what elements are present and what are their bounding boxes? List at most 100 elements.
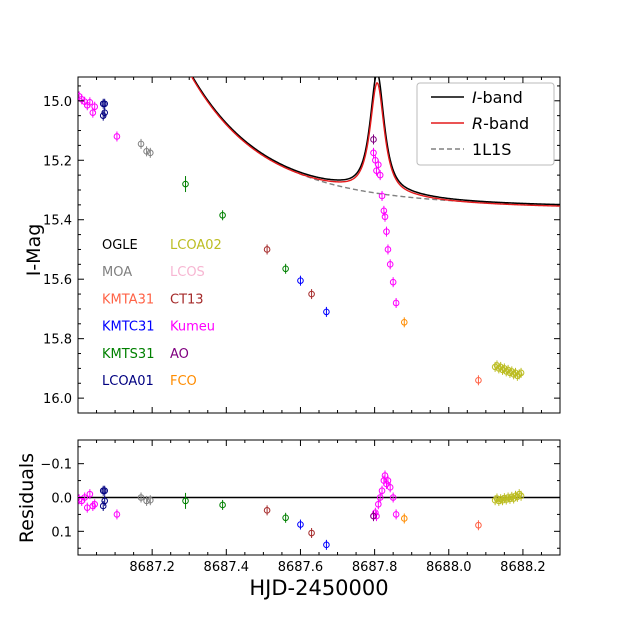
legend: I-band R-band 1L1S: [416, 82, 555, 166]
point-kumeu-8: [370, 149, 377, 157]
resid-moa-0: [137, 494, 145, 501]
resid-kmts31-2: [282, 514, 289, 522]
point-kmts31-0: [182, 180, 189, 188]
x-tick-label: 8687.6: [278, 560, 324, 575]
observatory-labels: OGLE LCOA02 MOA LCOS KMTA31 CT13 KMTC31 Kumeu KM…: [102, 238, 222, 389]
main-y-label: I-Mag: [23, 224, 45, 277]
point-kmts31-1: [219, 211, 226, 219]
point-kmts31-2: [282, 265, 289, 273]
main-y-tick-label: 15.6: [43, 273, 72, 288]
point-kumeu-12: [376, 171, 384, 179]
main-y-tick-label: 16.0: [43, 392, 72, 407]
resid-y-tick-label: 0.0: [51, 492, 72, 507]
point-fco-0: [400, 319, 408, 326]
x-tick-label: 8688.0: [426, 560, 472, 575]
point-kumeu-6: [91, 103, 98, 111]
point-kmtc31-0: [297, 277, 304, 284]
resid-lcoa02-14: [517, 492, 525, 500]
resid-kumeu-7: [113, 511, 121, 518]
point-kumeu-16: [383, 228, 390, 235]
resid-moa-2: [147, 496, 154, 504]
obs-label-ao: AO: [170, 347, 189, 362]
obs-label-ct13: CT13: [170, 292, 204, 307]
point-kumeu-15: [381, 213, 389, 221]
resid-y-tick-label: −0.1: [40, 458, 72, 473]
point-kumeu-19: [389, 278, 397, 286]
resid-kumeu-5: [89, 502, 97, 510]
resid-y-tick-label: 0.1: [51, 525, 72, 540]
point-moa-0: [137, 140, 145, 148]
point-lcoa01-3: [101, 109, 108, 116]
resid-kumeu-15: [381, 472, 389, 479]
resid-kmts31-0: [182, 497, 189, 505]
legend-label-r-band: R-band: [472, 114, 529, 133]
main-y-tick-label: 15.4: [43, 214, 72, 229]
resid-lcoa02-2: [495, 497, 503, 505]
obs-label-lcos: LCOS: [170, 265, 205, 280]
obs-label-lcoa02: LCOA02: [170, 238, 222, 253]
resid-kumeu-16: [383, 480, 390, 488]
x-axis: 8687.2 8687.4 8687.6 8687.8 8688.0 8688.2: [96, 77, 561, 575]
point-kumeu-14: [380, 207, 388, 215]
resid-ct13-1: [308, 529, 315, 537]
legend-label-i-band: I-band: [472, 88, 523, 107]
x-tick-label: 8687.2: [129, 560, 175, 575]
point-kumeu-7: [113, 133, 121, 140]
model-i-band-curve: [191, 77, 560, 206]
main-y-tick-label: 15.0: [43, 95, 72, 110]
point-kumeu-18: [386, 261, 394, 268]
x-tick-label: 8687.8: [352, 560, 398, 575]
resid-kumeu-11: [375, 500, 382, 508]
resid-kmta31-0: [475, 521, 482, 529]
point-kumeu-20: [392, 299, 400, 307]
point-kmta31-0: [475, 376, 482, 384]
point-lcoa01-1: [101, 100, 108, 108]
resid-fco-0: [400, 515, 408, 522]
residual-y-label: Residuals: [16, 453, 38, 543]
point-kumeu-4: [86, 98, 94, 106]
resid-kumeu-18: [386, 484, 394, 491]
main-panel: 15.0 15.2 15.4 15.6 15.8 16.0 I-Mag: [23, 76, 561, 414]
resid-lcoa02-8: [506, 495, 514, 503]
resid-moa-1: [143, 497, 150, 505]
point-moa-2: [147, 149, 154, 157]
resid-kumeu-19: [389, 494, 397, 501]
obs-label-kmts31: KMTS31: [102, 347, 154, 362]
x-axis-label: HJD-2450000: [249, 576, 388, 600]
obs-label-kumeu: Kumeu: [170, 320, 215, 335]
point-lcoa02-13: [515, 371, 523, 378]
resid-kumeu-20: [392, 511, 400, 518]
resid-kumeu-12: [376, 494, 384, 501]
obs-label-fco: FCO: [170, 374, 197, 389]
point-kumeu-10: [373, 167, 380, 174]
model-r-band-curve: [190, 77, 560, 207]
legend-label-1l1s: 1L1S: [472, 140, 511, 159]
resid-kumeu-13: [378, 487, 386, 495]
obs-label-ogle: OGLE: [102, 238, 138, 253]
resid-lcoa02-4: [499, 496, 506, 504]
main-y-tick-label: 15.8: [43, 333, 72, 348]
resid-kmtc31-1: [323, 541, 330, 549]
point-ct13-0: [263, 246, 271, 253]
main-y-axis: 15.0 15.2 15.4 15.6 15.8 16.0: [43, 85, 560, 407]
resid-kumeu-4: [86, 490, 94, 498]
point-ao-0: [370, 136, 377, 143]
x-tick-label: 8687.4: [204, 560, 250, 575]
main-plot-area: [78, 77, 560, 386]
resid-kmts31-1: [219, 501, 226, 509]
obs-label-moa: MOA: [102, 265, 132, 280]
resid-lcoa02-6: [502, 496, 510, 503]
point-kmtc31-1: [323, 308, 330, 316]
resid-lcoa01-3: [101, 497, 108, 505]
legend-frame: [416, 82, 555, 166]
resid-ao-0: [370, 512, 377, 520]
resid-kumeu-6: [91, 500, 98, 508]
point-kumeu-13: [378, 192, 386, 200]
resid-kumeu-9: [372, 509, 379, 517]
resid-kmtc31-0: [297, 521, 304, 528]
main-y-tick-label: 15.2: [43, 154, 72, 169]
point-ct13-1: [308, 290, 315, 298]
point-lcoa02-14: [517, 369, 525, 377]
point-moa-1: [143, 148, 150, 155]
